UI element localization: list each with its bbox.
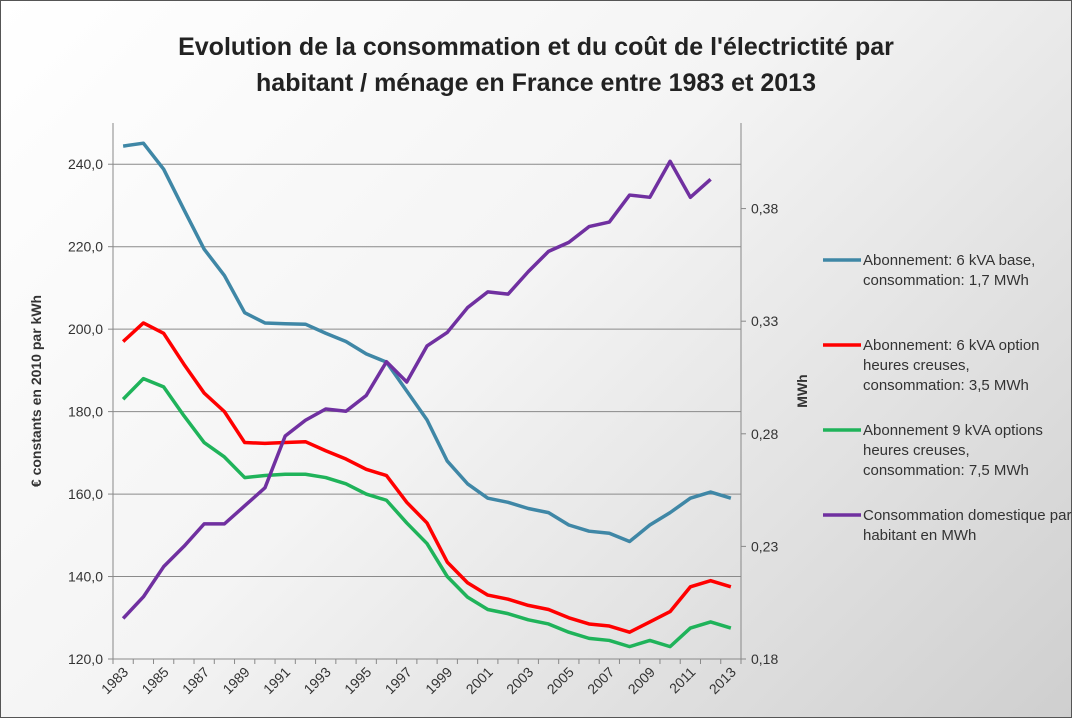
x-tick-label: 1999 bbox=[422, 664, 455, 697]
chart-title: Evolution de la consommation et du coût … bbox=[178, 33, 894, 97]
y-tick-label: 160,0 bbox=[68, 486, 103, 502]
x-tick-label: 1997 bbox=[382, 664, 415, 697]
x-tick-label: 1989 bbox=[219, 664, 252, 697]
x-tick-label: 2001 bbox=[463, 664, 496, 697]
y2-tick-label: 0,33 bbox=[751, 313, 778, 329]
series-line bbox=[121, 321, 732, 634]
series-line bbox=[122, 141, 732, 544]
x-tick-label: 2011 bbox=[666, 664, 699, 697]
y-axis-label: € constants en 2010 par kWh bbox=[28, 295, 44, 487]
x-tick-label: 1983 bbox=[98, 664, 131, 697]
x-tick-label: 2013 bbox=[706, 664, 739, 697]
legend-label: Abonnement: 6 kVA option heures creuses,… bbox=[863, 337, 1040, 394]
y-tick-label: 220,0 bbox=[68, 239, 103, 255]
y2-tick-label: 0,28 bbox=[751, 426, 778, 442]
x-tick-label: 2003 bbox=[503, 664, 536, 697]
y2-tick-label: 0,18 bbox=[751, 651, 778, 667]
y-tick-label: 180,0 bbox=[68, 404, 103, 420]
legend-label: Abonnement: 6 kVA base, consommation: 1,… bbox=[863, 252, 1036, 289]
y2-axis-label: MWh bbox=[794, 374, 810, 407]
y2-tick-label: 0,23 bbox=[751, 538, 778, 554]
y-tick-label: 140,0 bbox=[68, 569, 103, 585]
y-tick-label: 240,0 bbox=[68, 156, 103, 172]
y2-tick-label: 0,38 bbox=[751, 201, 778, 217]
legend-label: Abonnement 9 kVA options heures creuses,… bbox=[863, 422, 1043, 479]
y-tick-label: 200,0 bbox=[68, 321, 103, 337]
x-tick-label: 1995 bbox=[341, 664, 374, 697]
x-tick-label: 1985 bbox=[138, 664, 171, 697]
x-tick-label: 1993 bbox=[300, 664, 333, 697]
series-line bbox=[121, 376, 732, 649]
x-tick-label: 2005 bbox=[544, 664, 577, 697]
x-tick-label: 1987 bbox=[179, 664, 212, 697]
series-line bbox=[121, 159, 712, 620]
legend-label: Consommation domestique par habitant en … bbox=[863, 507, 1072, 544]
y-tick-label: 120,0 bbox=[68, 651, 103, 667]
x-tick-label: 2009 bbox=[625, 664, 658, 697]
x-tick-label: 1991 bbox=[260, 664, 293, 697]
x-tick-label: 2007 bbox=[584, 664, 617, 697]
